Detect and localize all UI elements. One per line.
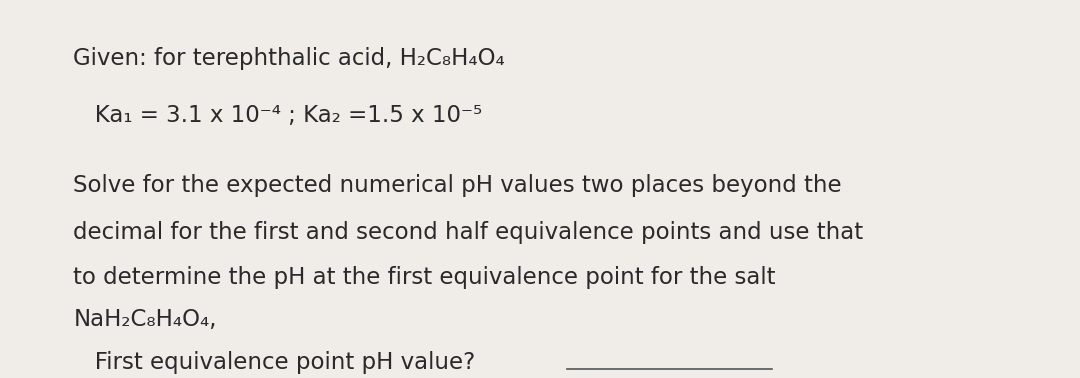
Text: decimal for the first and second half equivalence points and use that: decimal for the first and second half eq… [73,221,864,244]
Text: NaH₂C₈H₄O₄,: NaH₂C₈H₄O₄, [73,308,217,331]
Text: to determine the pH at the first equivalence point for the salt: to determine the pH at the first equival… [73,266,775,289]
Text: First equivalence point pH value?: First equivalence point pH value? [73,352,475,374]
Text: Given: for terephthalic acid, H₂C₈H₄O₄: Given: for terephthalic acid, H₂C₈H₄O₄ [73,47,505,70]
Text: Solve for the expected numerical pH values two places beyond the: Solve for the expected numerical pH valu… [73,174,842,197]
Text: Ka₁ = 3.1 x 10⁻⁴ ; Ka₂ =1.5 x 10⁻⁵: Ka₁ = 3.1 x 10⁻⁴ ; Ka₂ =1.5 x 10⁻⁵ [73,104,483,127]
